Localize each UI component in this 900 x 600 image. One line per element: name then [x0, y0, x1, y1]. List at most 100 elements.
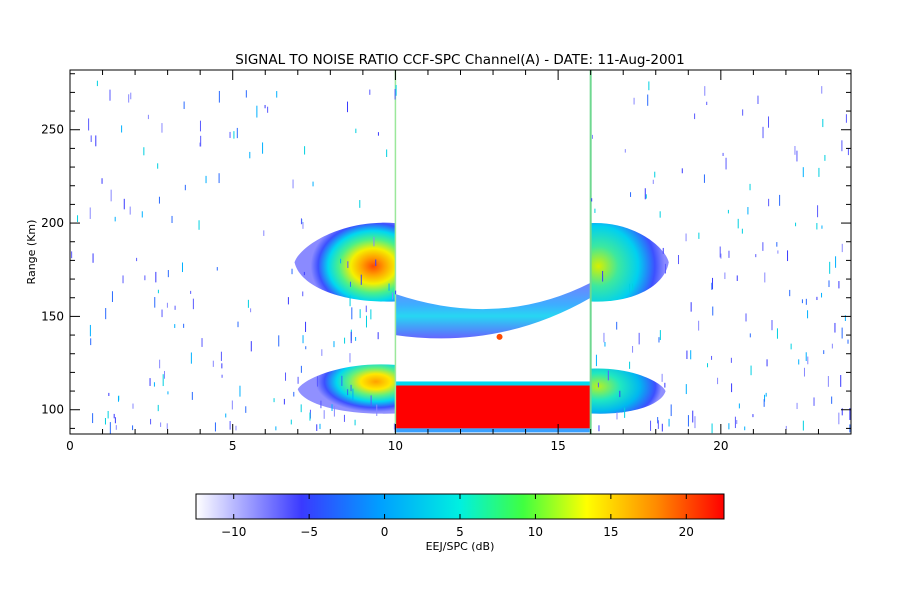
sparse-echo	[302, 335, 304, 344]
sparse-echo	[768, 116, 770, 128]
sparse-echo	[722, 152, 724, 156]
sparse-echo	[273, 398, 275, 403]
sparse-echo	[309, 412, 311, 421]
sparse-echo	[802, 420, 804, 431]
sparse-echo	[822, 118, 824, 128]
sparse-echo	[305, 346, 307, 350]
sparse-echo	[677, 254, 679, 265]
sparse-echo	[796, 402, 798, 410]
sparse-echo	[160, 422, 162, 427]
sparse-echo	[802, 167, 804, 178]
sparse-echo	[237, 321, 239, 328]
sparse-echo	[690, 350, 692, 360]
sparse-echo	[393, 423, 395, 430]
sparse-echo	[377, 332, 379, 340]
sparse-echo	[216, 267, 218, 271]
sparse-echo	[370, 309, 372, 320]
sparse-echo	[765, 392, 767, 397]
x-tick-label: 0	[66, 439, 74, 453]
sparse-echo	[77, 215, 79, 223]
sparse-echo	[787, 250, 789, 262]
sparse-echo	[719, 246, 721, 258]
sparse-echo	[841, 140, 843, 152]
sparse-echo	[668, 418, 670, 427]
sparse-echo	[694, 416, 696, 429]
sparse-echo	[664, 263, 666, 274]
sparse-echo	[821, 292, 823, 298]
sparse-echo	[829, 261, 831, 274]
sparse-echo	[805, 352, 807, 361]
sparse-echo	[229, 131, 231, 138]
sparse-echo	[321, 349, 323, 356]
sparse-echo	[658, 337, 660, 343]
sparse-echo	[264, 104, 266, 109]
sparse-echo	[724, 272, 726, 280]
sparse-echo	[659, 211, 661, 218]
sparse-echo	[359, 200, 361, 208]
eej-saturation-block	[395, 385, 591, 429]
sparse-echo	[117, 396, 119, 402]
sparse-echo	[630, 192, 632, 197]
sparse-echo	[794, 146, 796, 155]
sparse-echo	[312, 181, 314, 187]
sparse-echo	[821, 86, 823, 94]
sparse-echo	[650, 420, 652, 431]
sparse-echo	[840, 375, 842, 387]
sparse-echo	[105, 308, 107, 320]
colorbar-tick-label: 20	[679, 525, 694, 539]
sparse-echo	[373, 236, 375, 247]
sparse-echo	[319, 423, 321, 430]
sparse-echo	[798, 359, 800, 365]
sparse-echo	[225, 413, 227, 418]
sparse-echo	[302, 221, 304, 229]
sparse-echo	[834, 322, 836, 333]
sparse-echo	[123, 198, 125, 210]
sparse-echo	[755, 254, 757, 258]
sparse-echo	[161, 309, 163, 318]
sparse-echo	[591, 198, 593, 202]
sparse-echo	[300, 404, 302, 413]
sparse-echo	[662, 247, 664, 254]
sparse-echo	[300, 218, 302, 225]
sparse-echo	[647, 94, 649, 106]
sparse-echo	[737, 218, 739, 229]
sparse-echo	[199, 142, 201, 147]
sparse-echo	[167, 391, 169, 395]
sparse-echo	[129, 206, 131, 215]
sparse-echo	[267, 106, 269, 113]
sparse-echo	[764, 272, 766, 283]
sparse-echo	[803, 367, 805, 377]
sparse-echo	[344, 337, 346, 344]
sparse-echo	[616, 321, 618, 330]
sparse-echo	[220, 351, 222, 361]
sparse-echo	[375, 259, 377, 266]
sparse-echo	[604, 342, 606, 347]
y-axis-label: Range (Km)	[25, 220, 38, 285]
sparse-echo	[752, 414, 754, 418]
sparse-echo	[844, 315, 846, 322]
sparse-echo	[365, 305, 367, 313]
sparse-echo	[159, 359, 161, 369]
sparse-echo	[89, 324, 91, 337]
colorbar-tick-label: 0	[381, 525, 389, 539]
sparse-echo	[687, 415, 689, 427]
sparse-echo	[692, 410, 694, 423]
sparse-echo	[128, 94, 130, 103]
sparse-echo	[763, 399, 765, 407]
sparse-echo	[149, 378, 151, 386]
sparse-echo	[132, 425, 134, 431]
sparse-echo	[132, 403, 134, 409]
sparse-echo	[199, 120, 201, 132]
sparse-echo	[795, 222, 797, 227]
sparse-echo	[706, 101, 708, 106]
sparse-echo	[607, 370, 609, 381]
sparse-echo	[395, 290, 397, 295]
sparse-echo	[633, 97, 635, 105]
sparse-echo-points	[71, 80, 851, 434]
sparse-echo	[711, 282, 713, 290]
mid-echo-peak	[496, 333, 503, 340]
sparse-echo	[297, 376, 299, 384]
sparse-echo	[849, 408, 851, 420]
lower-echo-left	[297, 364, 396, 414]
sparse-echo	[239, 385, 241, 397]
